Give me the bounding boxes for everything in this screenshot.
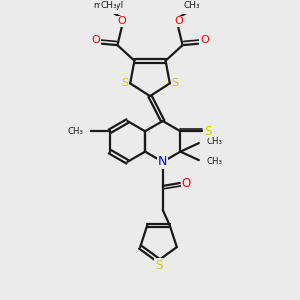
Text: S: S [122,78,129,88]
Text: O: O [200,35,209,45]
Text: CH₃: CH₃ [68,127,83,136]
Text: S: S [155,259,162,272]
Text: CH₃: CH₃ [100,1,117,10]
Text: CH₃: CH₃ [183,1,200,10]
Text: O: O [91,35,100,45]
Text: O: O [117,16,126,26]
Text: S: S [204,125,211,138]
Text: O: O [181,177,190,190]
Text: N: N [158,155,167,168]
Text: O: O [174,16,183,26]
Text: methyl: methyl [93,1,123,10]
Text: S: S [171,78,178,88]
Text: CH₃: CH₃ [207,137,223,146]
Text: CH₃: CH₃ [207,157,223,166]
